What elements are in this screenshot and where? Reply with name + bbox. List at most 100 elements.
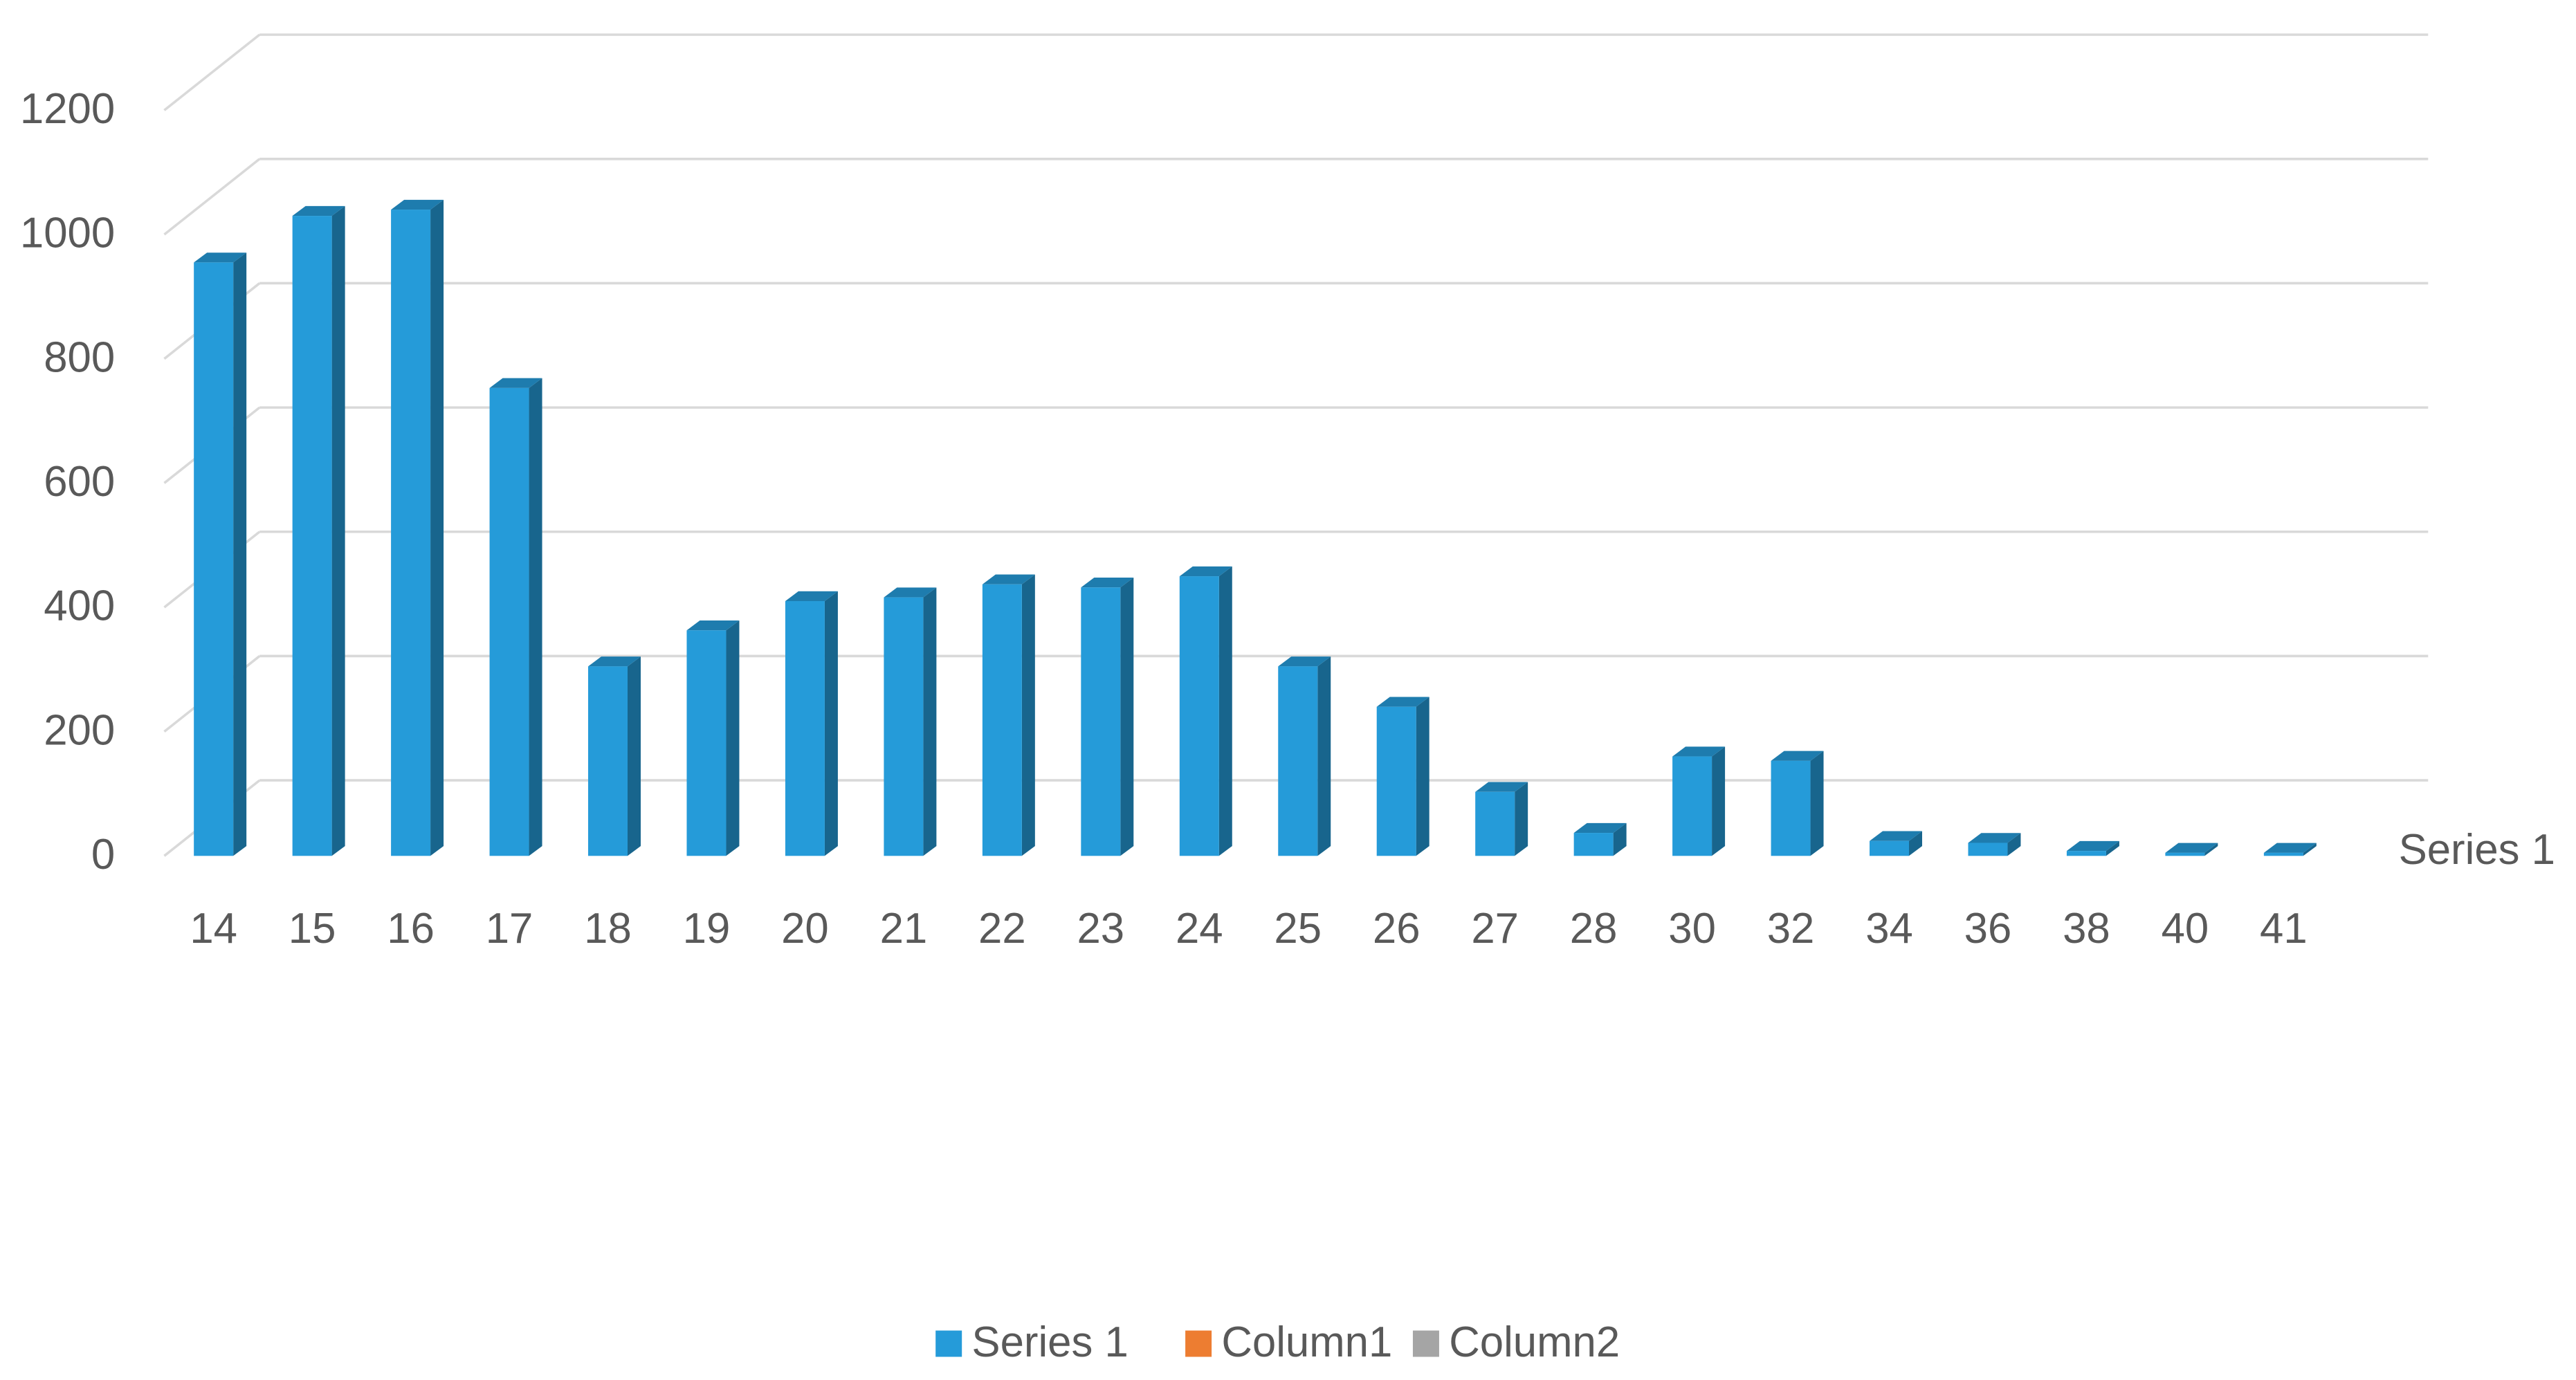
- bar-top: [489, 378, 542, 388]
- bar: [1672, 756, 1712, 856]
- bar: [686, 630, 727, 856]
- bar: [1376, 706, 1416, 856]
- x-tick-label: 22: [978, 905, 1026, 953]
- bar-top: [1376, 697, 1429, 707]
- y-tick-label: 1200: [20, 85, 115, 133]
- bar-side: [1021, 574, 1035, 856]
- x-tick-label: 14: [190, 905, 237, 953]
- bar: [2263, 852, 2303, 856]
- legend-swatch: [1185, 1330, 1212, 1357]
- bar: [1771, 760, 1811, 856]
- bar: [982, 584, 1022, 856]
- x-tick-label: 15: [289, 905, 336, 953]
- x-tick-label: 21: [880, 905, 928, 953]
- x-tick-label: 24: [1176, 905, 1223, 953]
- bar: [1573, 833, 1614, 856]
- bar-top: [1081, 577, 1134, 588]
- x-tick-label: 19: [683, 905, 731, 953]
- y-tick-label: 0: [91, 831, 115, 878]
- bar-side: [628, 656, 641, 856]
- bar-side: [726, 620, 740, 856]
- x-tick-label: 16: [387, 905, 435, 953]
- x-tick-label: 32: [1767, 905, 1815, 953]
- bar-top: [391, 199, 444, 210]
- bar-top: [785, 591, 838, 602]
- x-tick-label: 18: [584, 905, 632, 953]
- bar-top: [982, 574, 1035, 585]
- legend-swatch: [1412, 1330, 1439, 1357]
- bar-side: [2303, 843, 2317, 856]
- bar-top: [194, 252, 247, 263]
- bar-side: [1712, 746, 1726, 856]
- bar-top: [2165, 843, 2218, 853]
- bar-top: [686, 620, 740, 631]
- bar-side: [430, 199, 444, 856]
- bar: [292, 216, 332, 856]
- bar-top: [1672, 746, 1726, 757]
- bar-side: [233, 252, 247, 856]
- bar-top: [1968, 833, 2021, 843]
- x-tick-label: 34: [1865, 905, 1913, 953]
- x-tick-label: 25: [1274, 905, 1322, 953]
- bar: [785, 601, 825, 856]
- bar-side: [923, 587, 937, 856]
- bar-top: [1870, 831, 1923, 841]
- bar-side: [529, 378, 542, 856]
- bar-top: [1179, 566, 1232, 577]
- bar: [1870, 840, 1910, 856]
- bar-top: [2066, 840, 2119, 852]
- bar: [1968, 843, 2008, 856]
- bar: [194, 262, 234, 856]
- bar: [1475, 791, 1515, 856]
- bar-side: [331, 205, 345, 856]
- bar-side: [2204, 843, 2218, 856]
- x-tick-label: 20: [781, 905, 829, 953]
- bar-side: [824, 591, 838, 856]
- bar-side: [1416, 697, 1429, 856]
- bar-side: [1810, 751, 1824, 856]
- bar-top: [1771, 751, 1824, 761]
- x-tick-label: 17: [486, 905, 533, 953]
- bar-top: [1573, 822, 1627, 834]
- bar-side: [1515, 782, 1528, 856]
- y-tick-label: 800: [44, 333, 115, 381]
- x-tick-label: 41: [2260, 905, 2308, 953]
- depth-axis-label: Series 1: [2399, 826, 2555, 874]
- x-tick-label: 23: [1077, 905, 1124, 953]
- grid-line-side: [163, 33, 261, 111]
- bar: [1278, 666, 1318, 856]
- bar-top: [292, 205, 345, 217]
- y-tick-label: 400: [44, 582, 115, 630]
- x-tick-label: 30: [1668, 905, 1716, 953]
- bar: [1179, 576, 1219, 856]
- bar-side: [1909, 831, 1923, 856]
- x-tick-label: 38: [2063, 905, 2110, 953]
- bar: [1081, 587, 1121, 856]
- bar: [489, 387, 529, 856]
- bar-side: [1317, 656, 1331, 856]
- y-tick-label: 200: [44, 706, 115, 754]
- legend-label: Series 1: [971, 1318, 1128, 1366]
- y-tick-label: 1000: [20, 210, 115, 257]
- bar-top: [884, 587, 937, 598]
- bar: [884, 597, 924, 856]
- legend-swatch: [935, 1330, 962, 1357]
- bar: [2066, 851, 2106, 856]
- bar: [588, 666, 628, 856]
- bar-top: [2263, 843, 2317, 853]
- bar: [2165, 852, 2205, 856]
- legend-label: Column2: [1449, 1318, 1620, 1366]
- bar-top: [1475, 782, 1528, 792]
- bar-side: [1613, 822, 1627, 856]
- y-tick-label: 600: [44, 458, 115, 506]
- bar: [391, 210, 431, 856]
- legend-label: Column1: [1221, 1318, 1392, 1366]
- bar-top: [1278, 656, 1331, 667]
- x-tick-label: 27: [1471, 905, 1519, 953]
- bar-side: [2105, 840, 2119, 856]
- bar-side: [1120, 577, 1134, 856]
- bar-side: [1218, 566, 1232, 856]
- x-tick-label: 36: [1964, 905, 2012, 953]
